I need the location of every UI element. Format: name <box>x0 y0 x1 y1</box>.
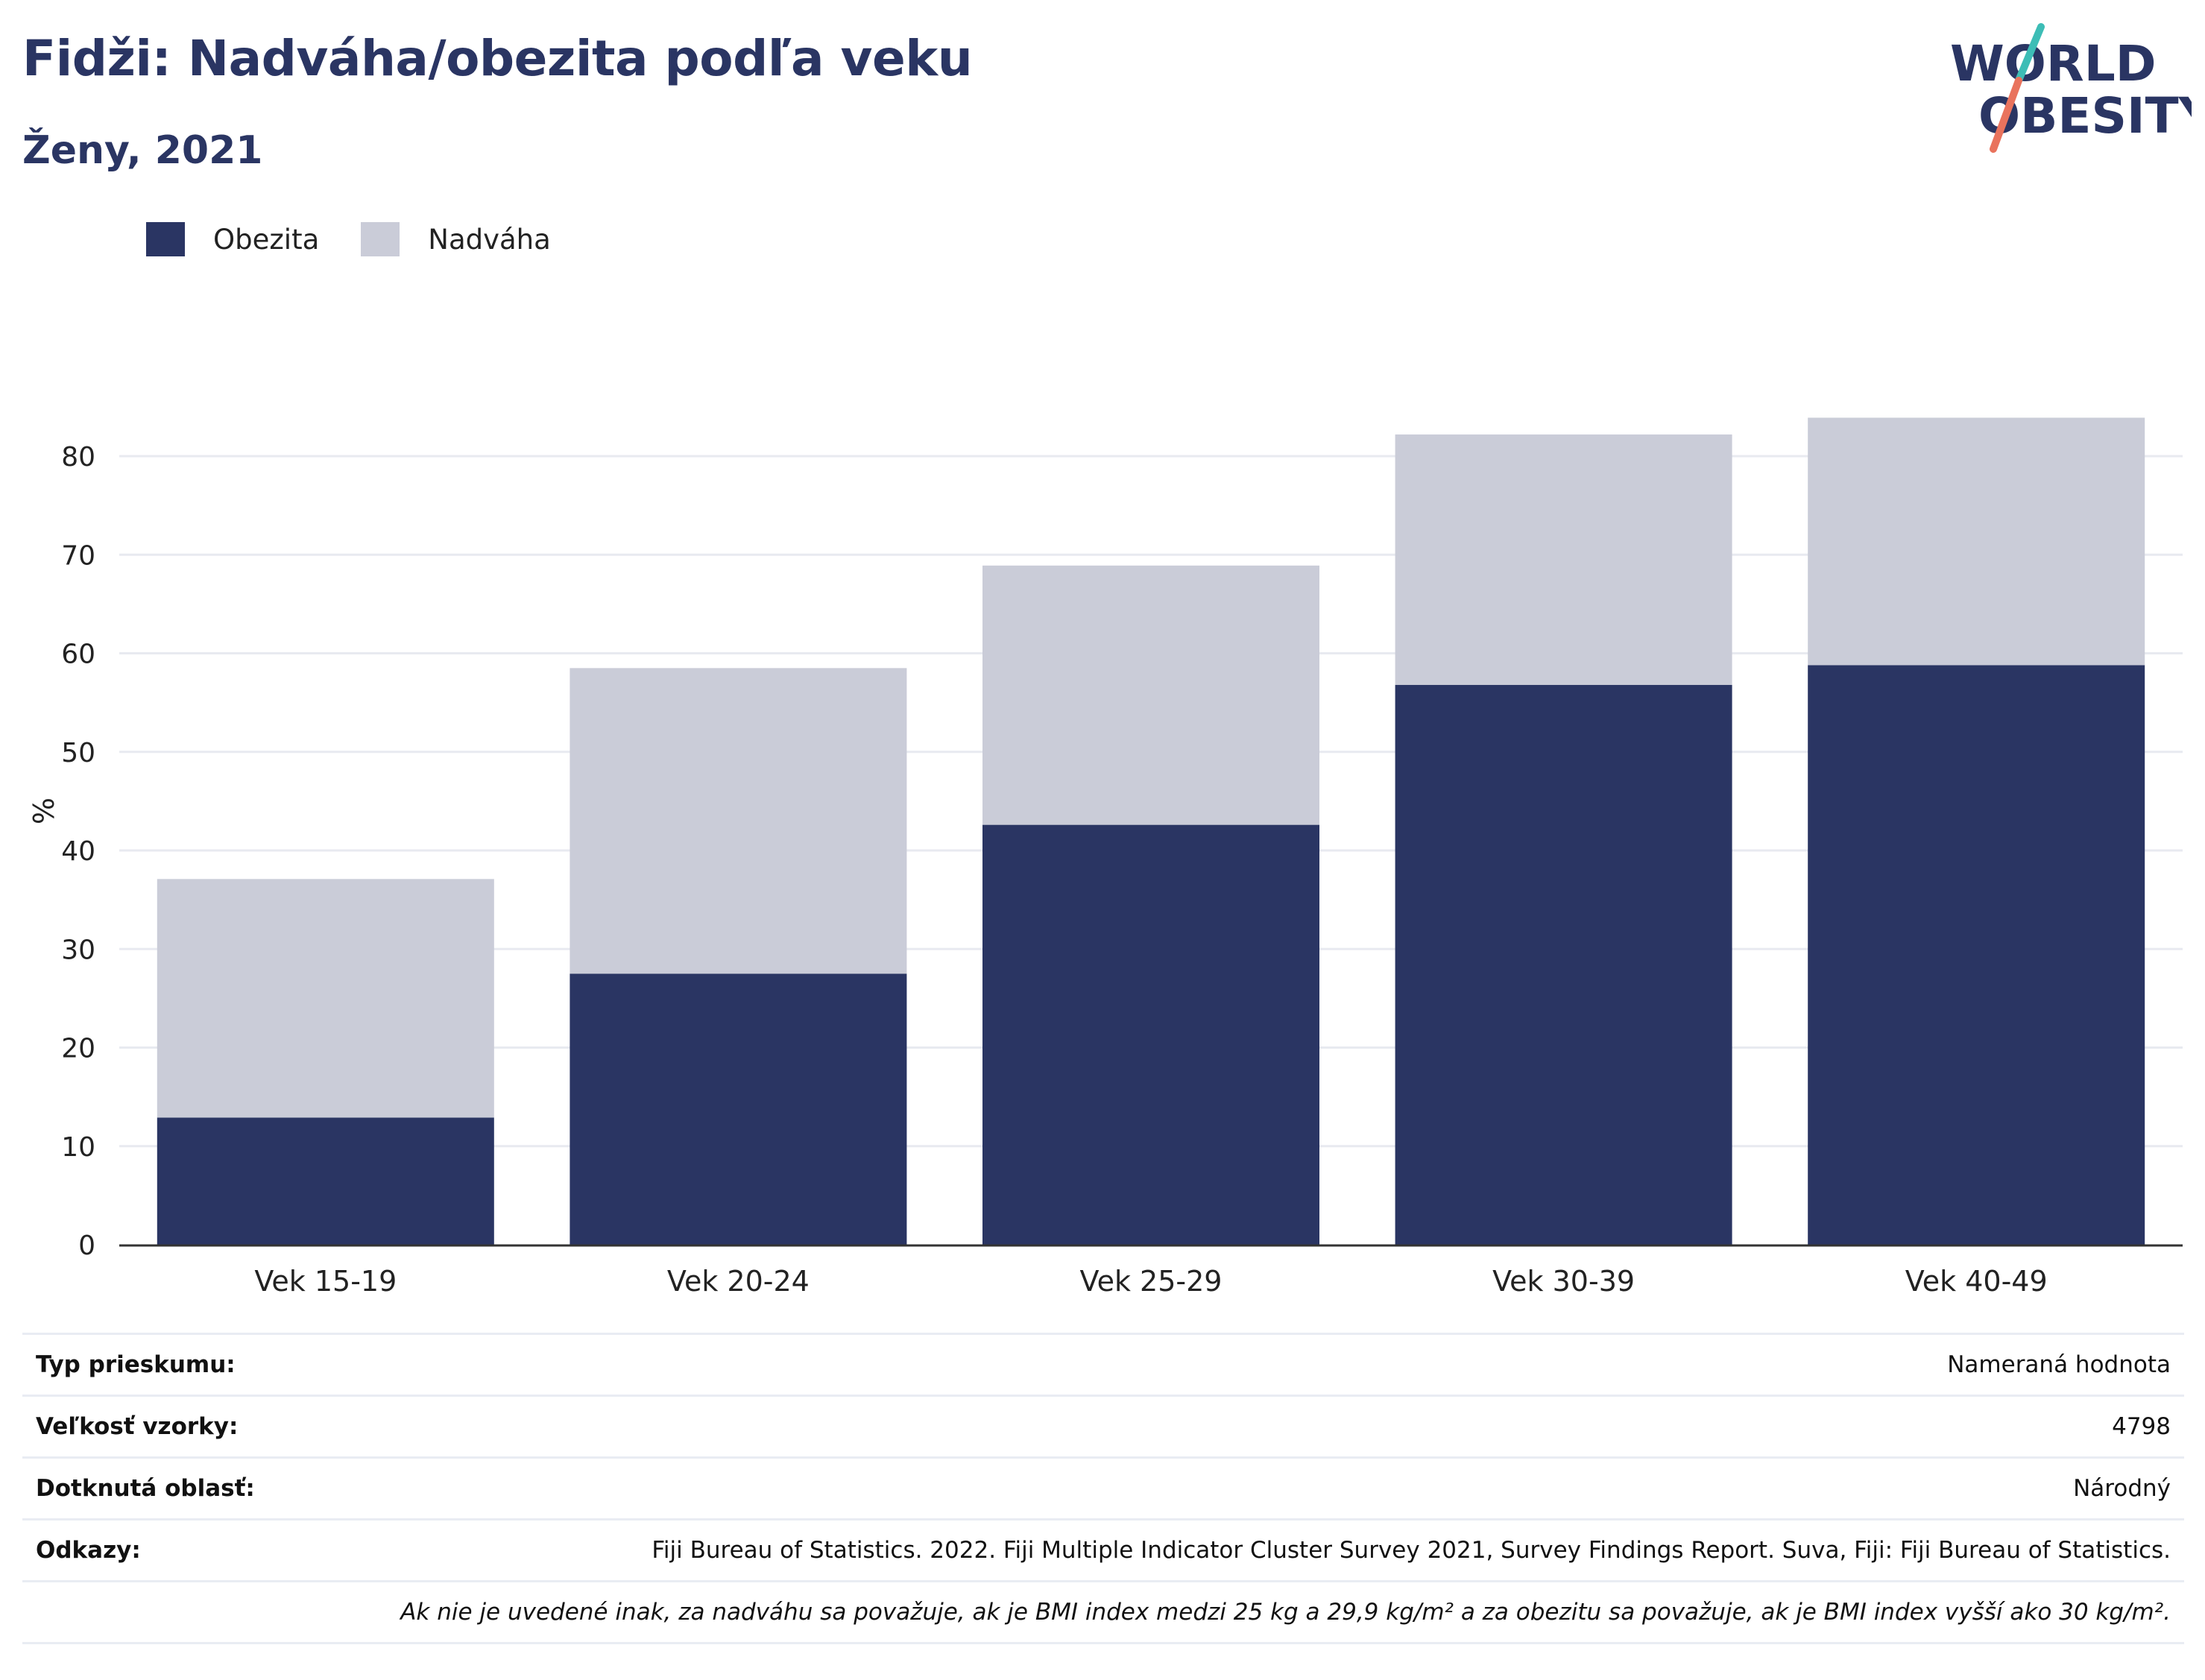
legend-swatch-overweight <box>361 222 400 256</box>
bar-chart: 0 10 20 30 40 50 60 70 80% Vek 15-19 Vek 20-24 Vek … <box>28 417 2183 1298</box>
table-key: Typ prieskumu: <box>36 1351 236 1378</box>
logo-slash-coral <box>1990 77 2022 153</box>
x-tick-label: Vek 40-49 <box>1905 1265 2048 1298</box>
bar-overweight <box>982 565 1319 825</box>
y-axis-label: % <box>28 798 60 824</box>
table-value: Nameraná hodnota <box>1947 1351 2171 1378</box>
table-row: Veľkosť vzorky: 4798 <box>22 1395 2184 1456</box>
table-value: Národný <box>2073 1475 2171 1502</box>
bar-overweight <box>1395 434 1732 685</box>
bar-obesity <box>570 973 907 1245</box>
table-key: Dotknutá oblasť: <box>36 1475 255 1502</box>
bar-overweight <box>570 668 907 974</box>
y-tick-label: 80 <box>61 442 95 473</box>
legend-label-obesity: Obezita <box>213 223 320 256</box>
world-obesity-logo: WORLD OBESITY <box>1950 23 2192 153</box>
logo-slash-teal <box>2015 23 2045 84</box>
logo-line1: WORLD <box>1950 35 2157 92</box>
table-row: Typ prieskumu: Nameraná hodnota <box>22 1333 2184 1395</box>
legend-swatch-obesity <box>146 222 185 256</box>
legend-item-overweight[interactable]: Nadváha <box>361 222 551 256</box>
x-tick-label: Vek 15-19 <box>254 1265 397 1298</box>
y-tick-label: 10 <box>61 1132 95 1163</box>
bar-overweight <box>157 879 494 1118</box>
y-tick-label: 0 <box>78 1231 95 1261</box>
bar-obesity <box>1395 684 1732 1245</box>
y-tick-label: 40 <box>61 836 95 867</box>
y-tick-label: 70 <box>61 540 95 571</box>
y-tick-label: 30 <box>61 935 95 965</box>
table-row: Odkazy: Fiji Bureau of Statistics. 2022.… <box>22 1518 2184 1580</box>
info-table: Typ prieskumu: Nameraná hodnota Veľkosť … <box>22 1333 2184 1644</box>
bar-overweight <box>1808 417 2145 666</box>
bar-obesity <box>1808 665 2145 1245</box>
table-note-row: Ak nie je uvedené inak, za nadváhu sa po… <box>22 1580 2184 1642</box>
table-key: Odkazy: <box>36 1537 141 1564</box>
table-value: Fiji Bureau of Statistics. 2022. Fiji Mu… <box>652 1537 2171 1564</box>
chart-legend: Obezita Nadváha <box>146 222 593 256</box>
page-title: Fidži: Nadváha/obezita podľa veku <box>22 30 973 87</box>
bar-obesity <box>982 824 1319 1245</box>
legend-item-obesity[interactable]: Obezita <box>146 222 319 256</box>
table-row: Dotknutá oblasť: Národný <box>22 1456 2184 1518</box>
table-key: Veľkosť vzorky: <box>36 1413 239 1440</box>
x-tick-label: Vek 20-24 <box>667 1265 810 1298</box>
table-note: Ak nie je uvedené inak, za nadváhu sa po… <box>400 1599 2171 1626</box>
y-tick-label: 20 <box>61 1034 95 1064</box>
table-value: 4798 <box>2112 1413 2171 1440</box>
y-tick-label: 50 <box>61 738 95 768</box>
x-tick-label: Vek 25-29 <box>1080 1265 1223 1298</box>
bar-obesity <box>157 1117 494 1245</box>
x-tick-label: Vek 30-39 <box>1492 1265 1635 1298</box>
y-tick-label: 60 <box>61 640 95 670</box>
legend-label-overweight: Nadváha <box>428 223 551 256</box>
page-subtitle: Ženy, 2021 <box>22 128 263 173</box>
